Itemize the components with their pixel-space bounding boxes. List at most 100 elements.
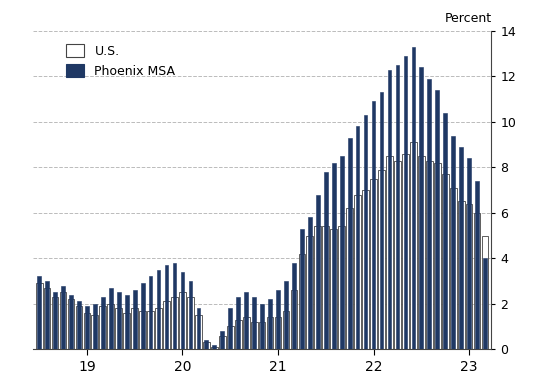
- Bar: [356, 126, 359, 349]
- Bar: [133, 290, 136, 349]
- Bar: [108, 304, 114, 349]
- Bar: [394, 161, 401, 349]
- Bar: [443, 113, 447, 349]
- Bar: [386, 156, 393, 349]
- Bar: [147, 310, 154, 349]
- Bar: [466, 204, 472, 349]
- Bar: [157, 270, 161, 349]
- Bar: [458, 201, 465, 349]
- Bar: [435, 90, 439, 349]
- Bar: [243, 317, 250, 349]
- Bar: [187, 297, 194, 349]
- Bar: [364, 115, 367, 349]
- Bar: [252, 297, 256, 349]
- Bar: [227, 326, 234, 349]
- Bar: [316, 195, 319, 349]
- Bar: [475, 181, 479, 349]
- Bar: [354, 195, 361, 349]
- Bar: [308, 217, 312, 349]
- Bar: [219, 336, 225, 349]
- Bar: [149, 277, 152, 349]
- Bar: [348, 138, 352, 349]
- Bar: [306, 236, 313, 349]
- Bar: [99, 306, 106, 349]
- Bar: [426, 161, 432, 349]
- Bar: [418, 156, 425, 349]
- Bar: [141, 283, 145, 349]
- Bar: [115, 308, 122, 349]
- Bar: [292, 263, 296, 349]
- Bar: [403, 56, 407, 349]
- Bar: [84, 313, 90, 349]
- Bar: [52, 297, 58, 349]
- Bar: [221, 331, 224, 349]
- Bar: [205, 340, 208, 349]
- Bar: [410, 142, 417, 349]
- Bar: [314, 227, 321, 349]
- Bar: [75, 306, 82, 349]
- Bar: [482, 236, 489, 349]
- Bar: [362, 190, 369, 349]
- Bar: [402, 154, 409, 349]
- Bar: [165, 265, 168, 349]
- Bar: [450, 188, 456, 349]
- Bar: [259, 322, 265, 349]
- Bar: [412, 47, 415, 349]
- Bar: [125, 294, 128, 349]
- Bar: [290, 290, 298, 349]
- Bar: [93, 304, 97, 349]
- Bar: [276, 290, 280, 349]
- Bar: [203, 342, 210, 349]
- Bar: [123, 313, 130, 349]
- Bar: [299, 254, 305, 349]
- Bar: [268, 299, 272, 349]
- Bar: [260, 304, 264, 349]
- Bar: [339, 227, 345, 349]
- Bar: [340, 156, 343, 349]
- Bar: [211, 347, 218, 349]
- Bar: [322, 227, 329, 349]
- Bar: [346, 208, 353, 349]
- Bar: [236, 297, 240, 349]
- Bar: [181, 272, 185, 349]
- Bar: [324, 172, 328, 349]
- Bar: [284, 281, 288, 349]
- Bar: [173, 263, 176, 349]
- Bar: [459, 147, 463, 349]
- Bar: [235, 320, 241, 349]
- Bar: [266, 317, 274, 349]
- Bar: [419, 68, 423, 349]
- Bar: [275, 317, 281, 349]
- Bar: [171, 297, 178, 349]
- Bar: [300, 229, 304, 349]
- Bar: [117, 293, 121, 349]
- Bar: [35, 283, 43, 349]
- Bar: [155, 308, 162, 349]
- Text: Percent: Percent: [444, 12, 491, 25]
- Bar: [131, 308, 138, 349]
- Bar: [69, 294, 73, 349]
- Bar: [244, 293, 248, 349]
- Bar: [77, 301, 81, 349]
- Bar: [434, 163, 441, 349]
- Bar: [85, 306, 89, 349]
- Bar: [483, 258, 487, 349]
- Bar: [467, 158, 471, 349]
- Bar: [474, 213, 480, 349]
- Bar: [332, 163, 336, 349]
- Bar: [101, 297, 105, 349]
- Bar: [53, 293, 57, 349]
- Bar: [228, 308, 232, 349]
- Bar: [370, 179, 377, 349]
- Bar: [195, 315, 202, 349]
- Bar: [45, 281, 49, 349]
- Bar: [61, 286, 65, 349]
- Bar: [163, 301, 170, 349]
- Bar: [452, 135, 455, 349]
- Bar: [179, 293, 186, 349]
- Bar: [197, 308, 200, 349]
- Bar: [92, 315, 98, 349]
- Bar: [60, 293, 67, 349]
- Bar: [139, 310, 146, 349]
- Bar: [188, 281, 192, 349]
